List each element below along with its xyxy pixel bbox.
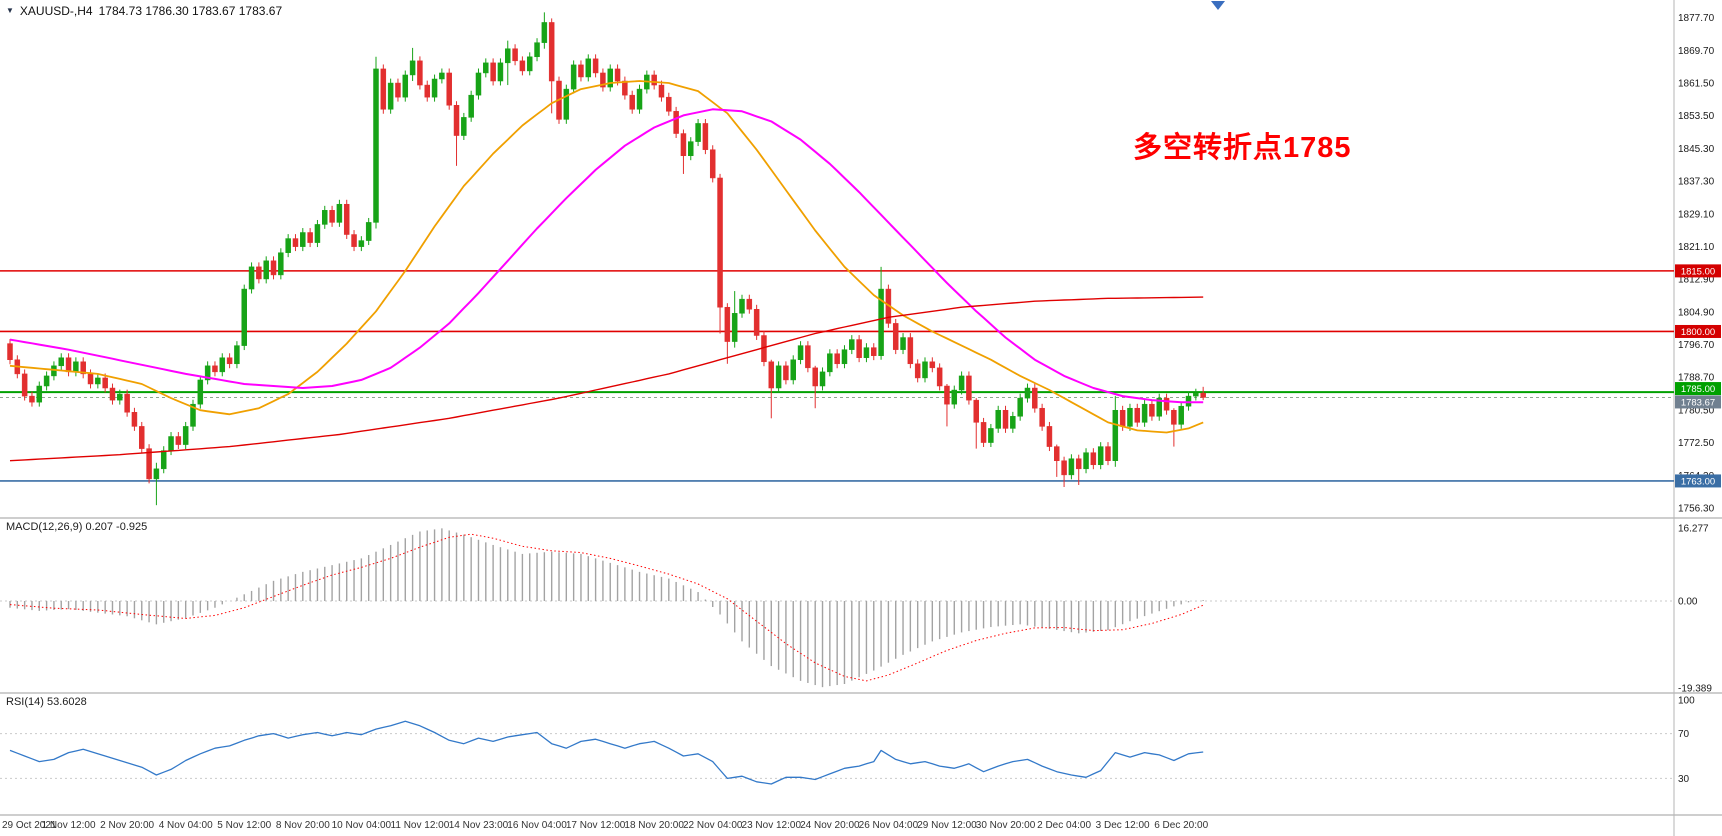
svg-text:22 Nov 04:00: 22 Nov 04:00 xyxy=(683,820,743,831)
svg-text:1783.67: 1783.67 xyxy=(1681,397,1715,408)
svg-text:1845.30: 1845.30 xyxy=(1678,144,1715,155)
svg-text:1877.70: 1877.70 xyxy=(1678,13,1715,24)
ma-mid-line xyxy=(9,108,1204,404)
candles-layer xyxy=(7,12,1206,506)
svg-text:1772.50: 1772.50 xyxy=(1678,438,1715,449)
svg-text:1785.00: 1785.00 xyxy=(1681,384,1715,395)
ma-fast-line xyxy=(9,80,1204,434)
svg-text:29 Nov 12:00: 29 Nov 12:00 xyxy=(917,820,977,831)
svg-text:1821.10: 1821.10 xyxy=(1678,242,1715,253)
svg-text:2 Nov 20:00: 2 Nov 20:00 xyxy=(100,820,154,831)
rsi-indicator-label: RSI(14) 53.6028 xyxy=(6,696,87,708)
svg-text:11 Nov 12:00: 11 Nov 12:00 xyxy=(391,820,450,831)
svg-text:1869.70: 1869.70 xyxy=(1678,46,1715,57)
svg-text:1788.70: 1788.70 xyxy=(1678,373,1715,384)
macd-histogram xyxy=(9,528,1204,688)
svg-text:1829.10: 1829.10 xyxy=(1678,209,1715,220)
svg-text:1800.00: 1800.00 xyxy=(1681,327,1715,338)
price-level-badge: 1815.00 xyxy=(1675,264,1721,278)
chart-text-annotation[interactable]: 多空转折点1785 xyxy=(1133,132,1352,164)
symbol-dropdown-icon[interactable]: ▼ xyxy=(6,5,14,15)
svg-text:29 Oct 2021: 29 Oct 2021 xyxy=(2,820,57,831)
svg-text:10 Nov 04:00: 10 Nov 04:00 xyxy=(332,820,392,831)
chart-shift-marker-icon[interactable] xyxy=(1211,1,1225,10)
svg-text:1853.50: 1853.50 xyxy=(1678,111,1715,122)
indicator-level-lines xyxy=(0,600,1674,779)
symbol-timeframe-label: XAUUSD-,H4 xyxy=(19,4,93,18)
price-axis[interactable]: 1877.70 1869.70 1861.50 1853.50 1845.30 1837.… xyxy=(1678,13,1715,785)
macd-signal-line xyxy=(9,533,1204,682)
svg-text:3 Dec 12:00: 3 Dec 12:00 xyxy=(1096,820,1150,831)
macd-indicator-label: MACD(12,26,9) 0.207 -0.925 xyxy=(6,521,148,533)
price-level-badge: 1800.00 xyxy=(1675,324,1721,338)
svg-text:18 Nov 20:00: 18 Nov 20:00 xyxy=(624,820,684,831)
svg-text:1756.30: 1756.30 xyxy=(1678,504,1715,515)
ma-slow-line xyxy=(9,296,1204,462)
svg-text:26 Nov 04:00: 26 Nov 04:00 xyxy=(859,820,919,831)
svg-text:17 Nov 12:00: 17 Nov 12:00 xyxy=(566,820,626,831)
svg-text:23 Nov 12:00: 23 Nov 12:00 xyxy=(742,820,802,831)
svg-text:1837.30: 1837.30 xyxy=(1678,177,1715,188)
svg-text:1 Nov 12:00: 1 Nov 12:00 xyxy=(42,820,96,831)
svg-text:30 Nov 20:00: 30 Nov 20:00 xyxy=(976,820,1036,831)
svg-text:4 Nov 04:00: 4 Nov 04:00 xyxy=(159,820,213,831)
svg-text:5 Nov 12:00: 5 Nov 12:00 xyxy=(217,820,271,831)
svg-text:1780.50: 1780.50 xyxy=(1678,405,1715,416)
horizontal-level-lines[interactable] xyxy=(0,270,1674,482)
svg-text:1796.70: 1796.70 xyxy=(1678,340,1715,351)
svg-text:16.277: 16.277 xyxy=(1678,524,1709,535)
svg-text:14 Nov 23:00: 14 Nov 23:00 xyxy=(449,820,509,831)
price-level-badge: 1785.00 xyxy=(1675,382,1721,396)
svg-text:1861.50: 1861.50 xyxy=(1678,78,1715,89)
svg-text:16 Nov 04:00: 16 Nov 04:00 xyxy=(507,820,567,831)
svg-text:30: 30 xyxy=(1678,774,1690,785)
bid-price-badge: 1783.67 xyxy=(1675,395,1721,409)
svg-text:8 Nov 20:00: 8 Nov 20:00 xyxy=(276,820,330,831)
svg-text:2 Dec 04:00: 2 Dec 04:00 xyxy=(1037,820,1091,831)
svg-text:1763.00: 1763.00 xyxy=(1681,476,1715,487)
svg-text:1812.90: 1812.90 xyxy=(1678,275,1715,286)
svg-text:-19.389: -19.389 xyxy=(1678,684,1712,695)
ohlc-values: 1784.73 1786.30 1783.67 1783.67 xyxy=(98,4,283,18)
svg-text:70: 70 xyxy=(1678,729,1690,740)
symbol-info-bar: ▼ XAUUSD-,H4 1784.73 1786.30 1783.67 178… xyxy=(6,4,282,18)
svg-text:100: 100 xyxy=(1678,696,1695,707)
svg-text:0.00: 0.00 xyxy=(1678,597,1698,608)
svg-text:1804.90: 1804.90 xyxy=(1678,307,1715,318)
rsi-line xyxy=(9,720,1204,785)
svg-text:1815.00: 1815.00 xyxy=(1681,266,1715,277)
price-level-badge: 1763.00 xyxy=(1675,474,1721,488)
svg-text:6 Dec 20:00: 6 Dec 20:00 xyxy=(1154,820,1208,831)
svg-text:24 Nov 20:00: 24 Nov 20:00 xyxy=(800,820,860,831)
